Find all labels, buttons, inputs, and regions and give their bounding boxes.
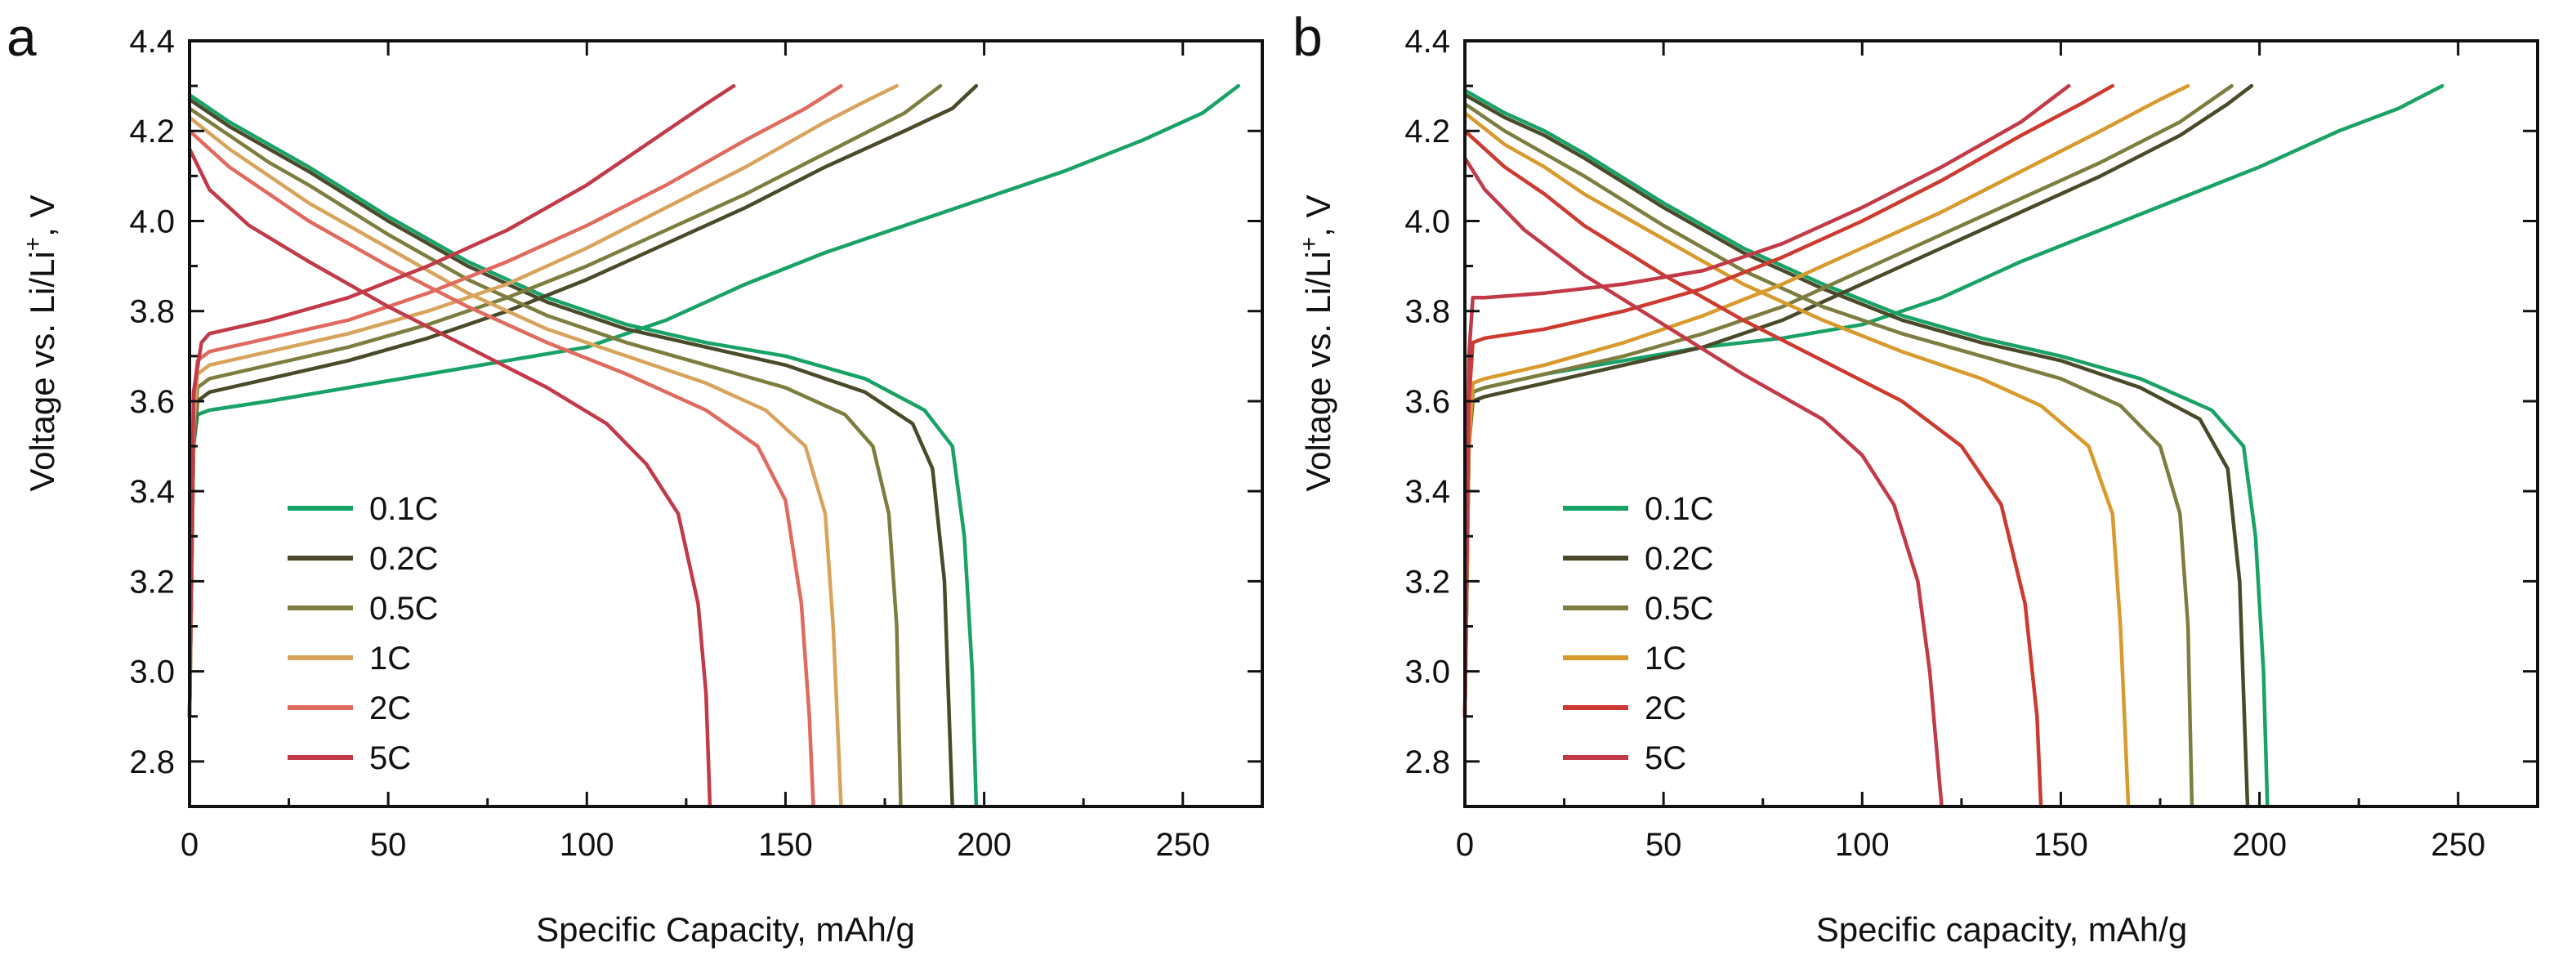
series-2c-charge-curve: [1462, 83, 2114, 719]
y-tick-label: 4.0: [1404, 203, 1450, 239]
series-1c-charge-curve: [187, 83, 899, 719]
x-axis-label: Specific capacity, mAh/g: [1816, 910, 2187, 949]
series-2c-discharge-curve: [187, 128, 815, 809]
y-tick-label: 3.0: [1404, 655, 1450, 690]
y-tick-label: 2.8: [129, 744, 175, 780]
y-tick-label: 3.6: [129, 384, 175, 420]
series-0.1c-discharge-curve: [1462, 88, 2270, 809]
y-tick-label: 4.4: [1404, 24, 1450, 60]
x-tick-label: 150: [758, 827, 813, 863]
series-5c-charge-curve: [1462, 83, 2071, 719]
series-1c-charge-curve: [1462, 83, 2190, 719]
x-tick-label: 100: [1835, 827, 1890, 863]
y-axis-label-unit: , V: [1299, 194, 1337, 236]
series-1c-discharge-curve: [187, 115, 843, 809]
x-tick-label: 200: [957, 827, 1011, 863]
x-tick-label: 250: [1155, 827, 1210, 863]
x-axis-label: Specific Capacity, mAh/g: [536, 910, 915, 949]
y-tick-label: 3.2: [1404, 564, 1450, 600]
x-tick-label: 50: [1645, 827, 1682, 863]
y-axis-label: Voltage vs. Li/Li+, V: [20, 194, 61, 491]
legend-label-1c: 1C: [1645, 641, 1686, 677]
y-tick-label: 3.4: [129, 474, 175, 510]
series-0.1c-discharge-curve: [187, 92, 979, 809]
x-tick-label: 50: [370, 827, 407, 863]
legend-label-5c: 5C: [1645, 740, 1686, 776]
y-tick-label: 3.8: [129, 294, 175, 330]
x-tick-label: 0: [181, 827, 199, 863]
plot-area: 0 50 100 150 200 250 2.8 3.0 3.2 3.4 3.6 3.8 4.0 4.2 4…: [1404, 24, 2539, 863]
y-axis-label-main: Voltage vs. Li/Li: [23, 251, 61, 491]
x-tick-label: 100: [560, 827, 614, 863]
y-axis-label-superscript: +: [1296, 237, 1323, 252]
series-0.2c-discharge-curve: [187, 97, 954, 809]
legend-label-0.2c: 0.2C: [1645, 541, 1714, 577]
y-tick-label: 3.2: [129, 564, 175, 600]
series-0.5c-discharge-curve: [1462, 101, 2194, 809]
series-0.5c-discharge-curve: [187, 106, 903, 809]
series-5c-charge-curve: [187, 83, 736, 719]
y-tick-label: 4.4: [129, 24, 175, 60]
series-0.1c-charge-curve: [187, 83, 1241, 719]
legend-label-0.5c: 0.5C: [369, 591, 439, 627]
y-axis-label-superscript: +: [20, 237, 47, 252]
series-5c-discharge-curve: [1462, 156, 1944, 809]
series-0.2c-charge-curve: [1462, 83, 2254, 719]
x-tick-label: 0: [1456, 827, 1474, 863]
y-tick-label: 2.8: [1404, 744, 1450, 780]
axes-frame: [188, 39, 1264, 808]
legend-label-5c: 5C: [369, 740, 411, 776]
y-tick-label: 3.6: [1404, 384, 1450, 420]
series-0.5c-charge-curve: [187, 83, 943, 719]
y-axis-label: Voltage vs. Li/Li+, V: [1296, 194, 1337, 491]
y-axis-label-main: Voltage vs. Li/Li: [1299, 251, 1337, 491]
y-tick-label: 3.4: [1404, 474, 1450, 510]
legend: 0.1C 0.2C 0.5C 1C 2C 5C: [1563, 491, 1714, 776]
x-tick-label: 250: [2431, 827, 2485, 863]
y-tick-label: 3.8: [1404, 294, 1450, 330]
y-tick-label: 4.2: [1404, 114, 1450, 150]
series-5c-discharge-curve: [187, 147, 712, 809]
y-tick-label: 4.0: [129, 203, 175, 239]
y-tick-label: 3.0: [129, 655, 175, 690]
x-tick-label: 150: [2034, 827, 2088, 863]
y-axis-label-unit: , V: [23, 194, 61, 236]
series-0.2c-discharge-curve: [1462, 92, 2250, 809]
legend-label-2c: 2C: [1645, 690, 1686, 726]
plot-area: 0 50 100 150 200 250 2.8 3.0 3.2 3.4 3.6 3.8 4.0 4.2 4…: [129, 24, 1264, 863]
series-1c-discharge-curve: [1462, 110, 2131, 809]
legend-label-2c: 2C: [369, 690, 411, 726]
panel-label: a: [7, 7, 37, 67]
legend-label-0.1c: 0.1C: [1645, 491, 1714, 527]
legend: 0.1C 0.2C 0.5C 1C 2C 5C: [288, 491, 439, 776]
axes-frame: [1463, 39, 2539, 808]
x-tick-label: 200: [2232, 827, 2287, 863]
panel-b: b 0 50 100 150 200 250 2.8 3.0 3.2 3.4 3.6 3.8 4.0 4.…: [1292, 7, 2539, 949]
legend-label-0.5c: 0.5C: [1645, 591, 1714, 627]
legend-label-0.2c: 0.2C: [369, 541, 439, 577]
y-tick-label: 4.2: [129, 114, 175, 150]
panel-label: b: [1292, 7, 1323, 67]
series-2c-discharge-curve: [1462, 128, 2043, 809]
legend-label-0.1c: 0.1C: [369, 491, 439, 527]
panel-a: a 0 50 100 150 200 250 2.8 3.0 3.2 3.4 3.6 3.8 4.0 4.…: [7, 7, 1264, 949]
legend-label-1c: 1C: [369, 641, 411, 677]
